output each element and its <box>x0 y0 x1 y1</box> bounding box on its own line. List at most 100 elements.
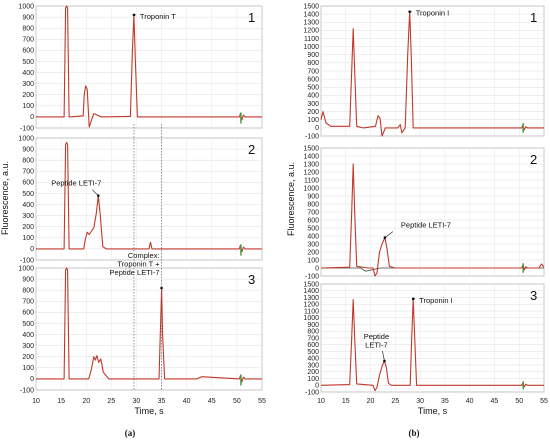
y-tick-label: 200 <box>22 354 34 361</box>
annotation-line: LETI-7 <box>365 340 388 349</box>
panel-number: 1 <box>530 10 537 25</box>
x-tick-label: 50 <box>233 398 241 405</box>
y-tick-label: 800 <box>22 157 34 164</box>
y-tick-label: 400 <box>307 356 319 363</box>
x-axis-label: Time, s <box>418 406 448 416</box>
y-tick-label: 1500 <box>303 281 319 288</box>
x-axis-label: Time, s <box>134 406 164 416</box>
y-tick-label: 1100 <box>304 177 319 184</box>
y-tick-label: 400 <box>22 70 34 77</box>
y-tick-label: 400 <box>22 332 34 339</box>
peak-marker <box>160 286 163 290</box>
y-tick-label: 800 <box>307 201 319 208</box>
y-tick-label: 300 <box>307 241 319 248</box>
annotation-leader <box>92 189 99 196</box>
x-tick-label: 35 <box>158 398 166 405</box>
y-tick-label: 600 <box>22 310 34 317</box>
y-tick-label: 700 <box>22 37 34 44</box>
y-tick-label: 500 <box>307 225 319 232</box>
y-tick-label: 700 <box>307 335 319 342</box>
y-tick-label: 1500 <box>303 145 319 152</box>
signal-trace <box>320 11 544 137</box>
y-tick-label: 1000 <box>18 3 34 10</box>
y-tick-label: 1300 <box>303 295 319 302</box>
y-tick-label: 300 <box>22 343 34 350</box>
y-tick-label: 0 <box>30 376 34 383</box>
y-tick-label: 700 <box>307 68 319 75</box>
y-tick-label: 1000 <box>303 315 319 322</box>
y-tick-label: 800 <box>22 25 34 32</box>
y-tick-label: 200 <box>22 224 34 231</box>
y-tick-label: 600 <box>307 342 319 349</box>
peak-annotation: Peptide LETI-7 <box>364 332 389 350</box>
x-tick-label: 55 <box>540 398 548 405</box>
peak-annotation: Peptide LETI-7 <box>401 221 451 230</box>
panel-3: -100 0 100 200 300 400 500 600 700 800 900 1000 3 Com… <box>18 251 263 394</box>
plot-frame <box>35 137 263 261</box>
x-tick-label: 25 <box>391 398 399 405</box>
y-tick-label: 600 <box>307 217 319 224</box>
panel-number: 2 <box>530 152 537 167</box>
signal-trace <box>320 298 544 392</box>
y-tick-label: 100 <box>307 376 319 383</box>
y-tick-label: 1200 <box>303 302 319 309</box>
y-tick-label: 900 <box>22 146 34 153</box>
y-tick-label: 100 <box>22 235 34 242</box>
annotation-line: Troponin I <box>419 296 453 305</box>
x-tick-label: 15 <box>57 398 65 405</box>
y-tick-label: -100 <box>20 125 34 132</box>
x-tick-label: 40 <box>466 398 474 405</box>
y-tick-label: 400 <box>22 202 34 209</box>
annotation-line: Peptide LETI-7 <box>401 221 451 230</box>
figure-b: -100010020030040050060070080090010001100… <box>286 3 548 438</box>
x-tick-label: 40 <box>183 398 191 405</box>
y-tick-label: 700 <box>22 299 34 306</box>
x-tick-label: 45 <box>208 398 216 405</box>
x-tick-label: 35 <box>441 398 449 405</box>
x-tick-label: 45 <box>491 398 499 405</box>
y-tick-label: 800 <box>307 60 319 67</box>
y-tick-label: -100 <box>20 387 34 394</box>
y-tick-label: 0 <box>30 114 34 121</box>
figure-a: -100010020030040050060070080090010001Tro… <box>0 3 266 438</box>
y-tick-label: 400 <box>307 233 319 240</box>
y-tick-label: 900 <box>307 52 319 59</box>
annotation-leader <box>384 231 394 238</box>
y-tick-label: 300 <box>307 362 319 369</box>
y-tick-label: 300 <box>22 81 34 88</box>
signal-trace <box>36 267 262 383</box>
x-tick-label: 10 <box>32 398 40 405</box>
x-tick-label: 20 <box>367 398 375 405</box>
plot-frame <box>35 5 263 129</box>
peak-annotation: Peptide LETI-7 <box>51 179 101 188</box>
y-tick-label: 1000 <box>18 135 34 142</box>
y-tick-label: 1400 <box>303 288 319 295</box>
y-tick-label: 200 <box>307 369 319 376</box>
y-tick-label: 100 <box>22 103 34 110</box>
y-tick-label: 900 <box>22 276 34 283</box>
signal-trace <box>320 163 545 277</box>
signal-trace <box>36 141 262 253</box>
panel-1: -100 0 100 200 300 400 500 600 700 800 900 1000 1 Tro… <box>18 3 263 132</box>
y-tick-label: 1000 <box>303 185 319 192</box>
y-tick-label: 1000 <box>18 265 34 272</box>
y-tick-label: 0 <box>315 383 319 390</box>
y-tick-label: 900 <box>307 322 319 329</box>
annotation-line: Troponin I <box>416 9 450 18</box>
y-tick-label: 0 <box>30 246 34 253</box>
y-tick-label: 200 <box>307 249 319 256</box>
annotation-line: Peptide LETI-7 <box>51 179 101 188</box>
x-tick-label: 55 <box>258 398 266 405</box>
y-tick-label: 1200 <box>303 169 319 176</box>
figure-label: (b) <box>409 428 420 438</box>
y-tick-label: 0 <box>315 125 319 132</box>
peak-annotation: Troponin I <box>416 9 450 18</box>
panel-2: -100010020030040050060070080090010001100… <box>303 145 545 280</box>
x-tick-label: 50 <box>515 398 523 405</box>
y-tick-label: 300 <box>307 101 319 108</box>
y-tick-label: 1300 <box>303 20 319 27</box>
y-tick-label: -100 <box>305 389 319 396</box>
y-tick-label: 800 <box>22 287 34 294</box>
y-tick-label: -100 <box>20 257 34 264</box>
